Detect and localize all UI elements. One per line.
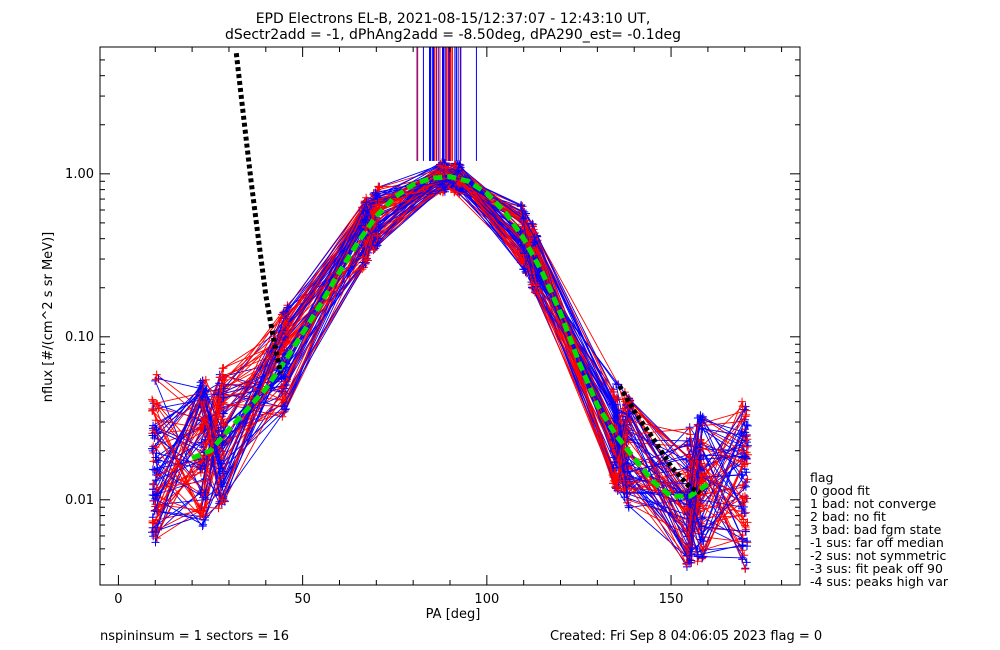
raw-trace — [149, 164, 747, 556]
raw-point — [148, 404, 157, 413]
raw-trace — [150, 158, 749, 531]
y-axis-label: nflux [#/(cm^2 s sr MeV)] — [41, 232, 56, 402]
raw-line — [155, 177, 746, 525]
raw-trace — [152, 161, 750, 544]
raw-trace — [148, 167, 747, 500]
legend-title: flag — [810, 470, 833, 485]
raw-trace — [153, 162, 751, 562]
raw-trace — [152, 163, 750, 524]
raw-point — [743, 435, 752, 444]
footer-right: Created: Fri Sep 8 04:06:05 2023 flag = … — [550, 629, 822, 644]
raw-point — [148, 431, 157, 440]
chart-title: EPD Electrons EL-B, 2021-08-15/12:37:07 … — [256, 11, 651, 27]
raw-line — [156, 185, 748, 501]
raw-point — [152, 370, 161, 379]
x-tick-label: 150 — [659, 592, 684, 607]
raw-point — [148, 485, 157, 494]
raw-point — [738, 541, 747, 550]
x-tick-label: 100 — [474, 592, 499, 607]
raw-trace — [154, 177, 752, 527]
raw-point — [153, 400, 162, 409]
raw-point — [151, 538, 160, 547]
raw-point — [154, 526, 163, 535]
legend-entry: -4 sus: peaks high var — [810, 574, 949, 589]
legend-entry: -1 sus: far off median — [810, 535, 944, 550]
raw-trace — [150, 160, 749, 560]
legend-entry: 1 bad: not converge — [810, 496, 936, 511]
raw-point — [148, 395, 157, 404]
legend-entry: 0 good fit — [810, 483, 870, 498]
y-tick-label: 0.01 — [65, 493, 94, 508]
raw-point — [738, 397, 747, 406]
raw-line — [152, 164, 743, 513]
raw-trace — [153, 169, 751, 525]
raw-line — [154, 178, 745, 565]
raw-point — [151, 528, 160, 537]
x-tick-label: 0 — [114, 592, 122, 607]
raw-trace — [149, 170, 747, 560]
raw-line — [154, 162, 745, 556]
chart-subtitle: dSectr2add = -1, dPhAng2add = -8.50deg, … — [225, 27, 681, 43]
raw-line — [156, 173, 747, 521]
raw-line — [152, 163, 743, 556]
y-tick-label: 0.10 — [65, 330, 94, 345]
series-line-0 — [191, 174, 710, 499]
flag-legend: flag 0 good fit 1 bad: not converge 2 ba… — [810, 470, 949, 589]
raw-line — [156, 168, 746, 533]
raw-trace — [152, 174, 751, 524]
legend-entry: -3 sus: fit peak off 90 — [810, 561, 943, 576]
raw-line — [152, 164, 743, 523]
x-axis-label: PA [deg] — [426, 607, 481, 622]
series-line-2 — [617, 384, 702, 496]
raw-trace — [152, 164, 750, 536]
legend-entry: 2 bad: no fit — [810, 509, 886, 524]
legend-entry: -2 sus: not symmetric — [810, 548, 946, 563]
raw-line — [157, 168, 748, 555]
raw-point — [741, 565, 750, 574]
raw-point — [148, 397, 157, 406]
raw-trace — [148, 180, 747, 512]
raw-trace — [153, 172, 751, 546]
raw-point — [743, 421, 752, 430]
raw-line — [156, 177, 747, 521]
raw-line — [152, 165, 743, 518]
x-tick-label: 50 — [294, 592, 311, 607]
raw-line — [158, 167, 749, 502]
fit-series-layer — [191, 52, 710, 499]
raw-data-layer — [148, 47, 752, 574]
raw-trace — [153, 162, 752, 547]
raw-line — [155, 166, 746, 520]
y-tick-label: 1.00 — [65, 167, 94, 182]
raw-line — [157, 166, 748, 511]
raw-trace — [150, 159, 749, 559]
raw-point — [742, 468, 751, 477]
raw-line — [157, 175, 747, 538]
legend-entry: 3 bad: bad fgm state — [810, 522, 942, 537]
raw-line — [151, 181, 742, 565]
series-line-1 — [233, 52, 283, 374]
raw-trace — [148, 168, 746, 553]
x-axis: 0 50 100 150 — [114, 47, 783, 607]
y-axis: 0.01 0.10 1.00 — [65, 46, 800, 586]
raw-line — [156, 166, 748, 560]
raw-trace — [151, 167, 749, 529]
footer-left: nspininsum = 1 sectors = 16 — [100, 629, 289, 644]
